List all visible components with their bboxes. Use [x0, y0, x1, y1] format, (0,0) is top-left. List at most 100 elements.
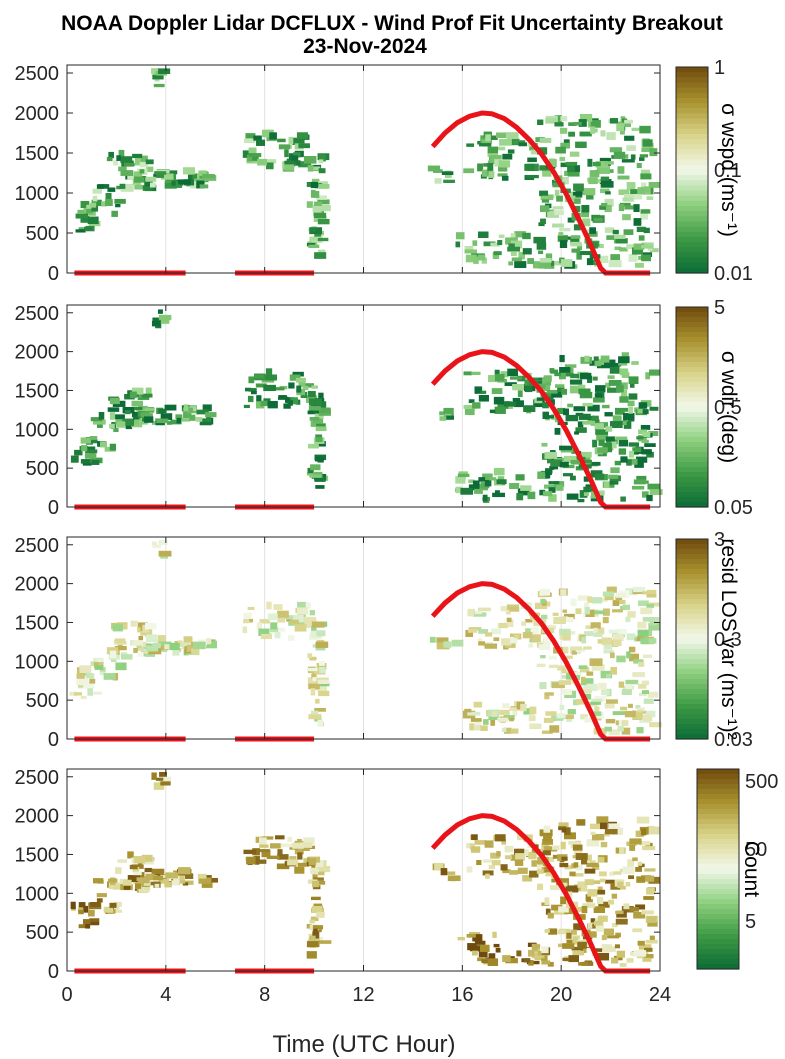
heatmap-cell — [639, 157, 645, 161]
heatmap-cell — [640, 173, 652, 180]
heatmap-cell — [610, 254, 621, 261]
heatmap-cell — [145, 180, 153, 187]
heatmap-cell — [558, 822, 569, 829]
colorbar-swatch — [676, 307, 708, 313]
heatmap-cell — [565, 617, 574, 622]
heatmap-cell — [557, 407, 566, 414]
heatmap-cell — [502, 955, 511, 962]
heatmap-cell — [118, 166, 127, 172]
heatmap-cell — [292, 842, 304, 849]
heatmap-cell — [640, 424, 651, 430]
heatmap-cell — [645, 842, 653, 849]
colorbar-swatch — [676, 170, 708, 176]
heatmap-cell — [140, 412, 150, 418]
heatmap-cell — [485, 134, 491, 142]
heatmap-cell — [541, 730, 553, 734]
heatmap-cell — [270, 622, 278, 630]
heatmap-cell — [635, 904, 646, 910]
heatmap-cell — [133, 856, 146, 864]
heatmap-cell — [638, 429, 648, 435]
colorbar-swatch — [697, 924, 739, 930]
heatmap-cell — [531, 860, 538, 867]
colorbar-swatch — [676, 190, 708, 197]
heatmap-cell — [156, 777, 164, 781]
heatmap-cell — [632, 447, 642, 453]
heatmap-cell — [112, 624, 123, 632]
heatmap-cell — [111, 210, 118, 217]
heatmap-cell — [318, 690, 330, 697]
heatmap-cell — [278, 144, 291, 150]
heatmap-cell — [504, 845, 514, 853]
heatmap-cell — [278, 395, 287, 399]
colorbar-tick-label: 0.1 — [714, 160, 742, 182]
heatmap-cell — [549, 725, 560, 733]
heatmap-cell — [310, 896, 321, 901]
heatmap-cell — [504, 401, 516, 407]
heatmap-cell — [556, 878, 569, 886]
heatmap-cell — [539, 829, 553, 837]
heatmap-cell — [477, 163, 484, 172]
heatmap-cell — [271, 387, 285, 391]
heatmap-cell — [566, 932, 572, 939]
heatmap-cell — [634, 192, 642, 200]
heatmap-cell — [543, 637, 554, 643]
heatmap-cell — [277, 615, 286, 623]
heatmap-cell — [562, 634, 571, 641]
heatmap-cell — [309, 416, 320, 421]
heatmap-cell — [554, 372, 561, 377]
heatmap-cell — [544, 929, 550, 933]
heatmap-cell — [649, 489, 663, 495]
heatmap-cell — [631, 127, 644, 131]
heatmap-cell — [641, 710, 647, 714]
heatmap-cell — [538, 644, 551, 650]
heatmap-cell — [498, 622, 508, 629]
y-tick-label: 1500 — [15, 143, 60, 165]
heatmap-cell — [626, 145, 636, 152]
heatmap-cell — [478, 641, 486, 646]
heatmap-cell — [96, 423, 103, 428]
colorbar-tick-label: 1 — [714, 57, 725, 79]
heatmap-cell — [473, 724, 482, 731]
heatmap-cell — [164, 404, 177, 411]
heatmap-cell — [581, 204, 590, 213]
heatmap-cell — [471, 950, 478, 956]
colorbar-swatch — [676, 392, 708, 398]
heatmap-cell — [542, 402, 549, 409]
heatmap-cell — [514, 231, 527, 238]
colorbar-swatch — [676, 113, 708, 120]
colorbar-swatch — [676, 684, 708, 690]
heatmap-cell — [464, 249, 477, 254]
heatmap-cell — [644, 954, 654, 959]
heatmap-cell — [608, 899, 615, 905]
heatmap-cell — [617, 166, 625, 174]
colorbar-swatch — [676, 322, 708, 328]
heatmap-cell — [277, 854, 289, 860]
heatmap-cell — [608, 260, 622, 268]
heatmap-cell — [531, 943, 538, 951]
heatmap-cell — [613, 599, 626, 605]
heatmap-cell — [603, 644, 613, 650]
heatmap-cell — [557, 929, 567, 935]
heatmap-cell — [472, 934, 483, 942]
heatmap-cell — [254, 857, 260, 865]
heatmap-cell — [133, 415, 139, 421]
heatmap-cell — [317, 199, 330, 205]
heatmap-cell — [499, 709, 510, 715]
heatmap-cell — [294, 866, 305, 874]
heatmap-cell — [467, 943, 477, 951]
heatmap-cell — [640, 692, 646, 697]
heatmap-cell — [187, 174, 193, 181]
x-tick-label: 24 — [649, 984, 671, 1006]
heatmap-cell — [619, 396, 629, 403]
heatmap-cell — [577, 498, 585, 503]
heatmap-cell — [83, 919, 91, 925]
y-tick-label: 0 — [48, 497, 59, 519]
heatmap-cell — [648, 181, 660, 188]
heatmap-cell — [554, 115, 562, 123]
colorbar-swatch — [676, 609, 708, 615]
heatmap-cell — [569, 379, 583, 385]
heatmap-cell — [586, 862, 599, 868]
heatmap-cell — [518, 142, 528, 147]
x-tick-label: 20 — [550, 984, 572, 1006]
heatmap-cell — [641, 244, 654, 249]
